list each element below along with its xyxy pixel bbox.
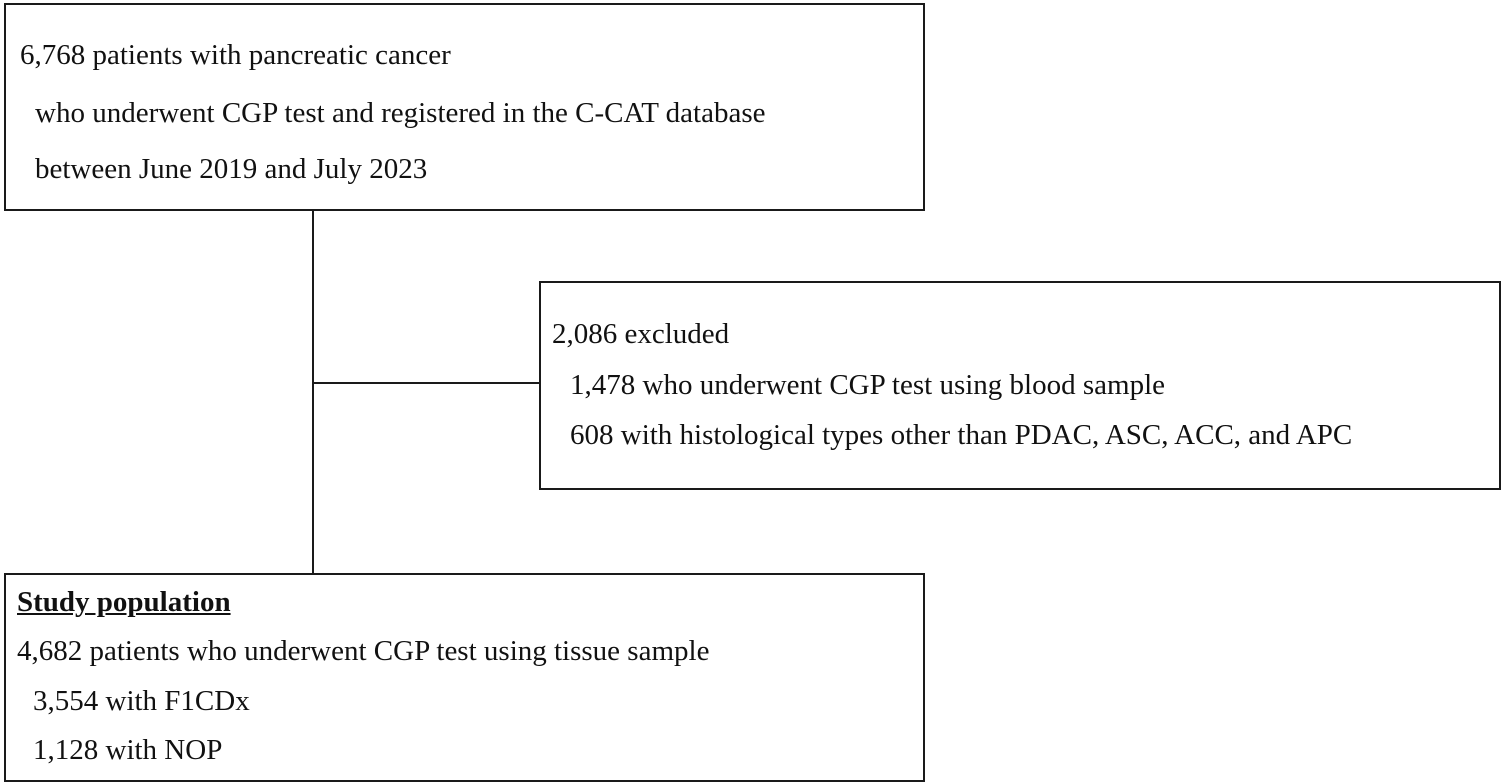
initial-cohort-box: 6,768 patients with pancreatic cancer wh…: [4, 3, 925, 211]
study-population-nop: 1,128 with NOP: [33, 734, 223, 766]
study-population-heading: Study population: [17, 586, 231, 618]
excluded-box: 2,086 excluded 1,478 who underwent CGP t…: [539, 281, 1501, 490]
excluded-blood-sample: 1,478 who underwent CGP test using blood…: [570, 369, 1165, 401]
excluded-total: 2,086 excluded: [552, 318, 730, 350]
horizontal-connector-line: [314, 382, 539, 384]
initial-cohort-criteria: who underwent CGP test and registered in…: [35, 97, 766, 129]
excluded-histology: 608 with histological types other than P…: [570, 419, 1353, 451]
study-population-box: Study population 4,682 patients who unde…: [4, 573, 925, 782]
study-population-f1cdx: 3,554 with F1CDx: [33, 685, 250, 717]
vertical-connector-line: [312, 211, 314, 573]
initial-cohort-period: between June 2019 and July 2023: [35, 153, 428, 185]
study-population-count: 4,682 patients who underwent CGP test us…: [17, 635, 710, 667]
initial-cohort-count: 6,768 patients with pancreatic cancer: [20, 39, 451, 71]
